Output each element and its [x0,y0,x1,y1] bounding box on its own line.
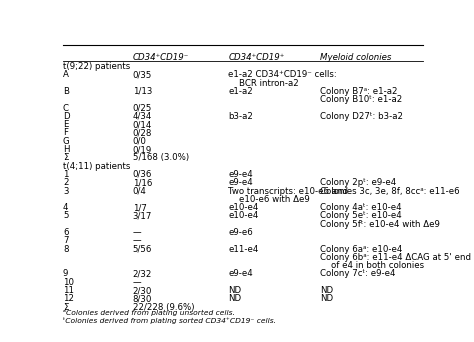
Text: C: C [63,104,69,113]
Text: 11: 11 [63,286,74,295]
Text: —: — [133,236,141,245]
Text: —: — [133,228,141,237]
Text: 9: 9 [63,269,68,278]
Text: 0/19: 0/19 [133,145,152,154]
Text: 8: 8 [63,245,68,254]
Text: 2/32: 2/32 [133,269,152,278]
Text: e1-a2: e1-a2 [228,87,253,96]
Text: Colony D27ᵗ: b3-a2: Colony D27ᵗ: b3-a2 [320,112,403,121]
Text: 2/30: 2/30 [133,286,152,295]
Text: t(4;11) patients: t(4;11) patients [63,162,130,171]
Text: Colony 5fᵗ: e10-e4 with Δe9: Colony 5fᵗ: e10-e4 with Δe9 [320,220,440,229]
Text: b3-a2: b3-a2 [228,112,253,121]
Text: Σ: Σ [63,303,68,312]
Text: e10-e4: e10-e4 [228,203,259,212]
Text: e10-e6 with Δe9: e10-e6 with Δe9 [228,195,310,204]
Text: Colony 2pᵗ: e9-e4: Colony 2pᵗ: e9-e4 [320,178,396,187]
Text: ᵃColonies derived from plating unsorted cells.: ᵃColonies derived from plating unsorted … [63,310,235,316]
Text: 4/34: 4/34 [133,112,152,121]
Text: Colony B10ᵗ: e1-a2: Colony B10ᵗ: e1-a2 [320,95,402,104]
Text: 0/35: 0/35 [133,70,152,79]
Text: F: F [63,129,68,137]
Text: ND: ND [228,286,241,295]
Text: H: H [63,145,69,154]
Text: 3: 3 [63,186,68,196]
Text: ND: ND [228,294,241,303]
Text: 10: 10 [63,278,74,287]
Text: D: D [63,112,70,121]
Text: 1/13: 1/13 [133,87,152,96]
Text: G: G [63,137,70,146]
Text: 4: 4 [63,203,68,212]
Text: e9-e6: e9-e6 [228,228,253,237]
Text: 7: 7 [63,236,68,245]
Text: Colony 6bᵃ: e11-e4 ΔCAG at 5' end: Colony 6bᵃ: e11-e4 ΔCAG at 5' end [320,253,471,262]
Text: Myeloid colonies: Myeloid colonies [320,53,392,62]
Text: Colony 6aᵃ: e10-e4: Colony 6aᵃ: e10-e4 [320,245,402,254]
Text: 0/25: 0/25 [133,104,152,113]
Text: 22/228 (9.6%): 22/228 (9.6%) [133,303,194,312]
Text: Σ: Σ [63,153,68,162]
Text: 5/56: 5/56 [133,245,152,254]
Text: 0/4: 0/4 [133,186,146,196]
Text: CD34⁺CD19⁻: CD34⁺CD19⁻ [133,53,189,62]
Text: 8/30: 8/30 [133,294,152,303]
Text: of e4 in both colonies: of e4 in both colonies [320,261,424,270]
Text: Colony B7ᵃ: e1-a2: Colony B7ᵃ: e1-a2 [320,87,398,96]
Text: e1-a2 CD34⁺CD19⁻ cells:: e1-a2 CD34⁺CD19⁻ cells: [228,70,337,79]
Text: B: B [63,87,69,96]
Text: 2: 2 [63,178,68,187]
Text: —: — [133,278,141,287]
Text: 1/7: 1/7 [133,203,146,212]
Text: 5: 5 [63,211,68,221]
Text: e9-e4: e9-e4 [228,170,253,179]
Text: 0/36: 0/36 [133,170,152,179]
Text: e9-e4: e9-e4 [228,269,253,278]
Text: 1: 1 [63,170,68,179]
Text: e10-e4: e10-e4 [228,211,259,221]
Text: E: E [63,120,68,129]
Text: 5/168 (3.0%): 5/168 (3.0%) [133,153,189,162]
Text: 1/16: 1/16 [133,178,152,187]
Text: Two transcripts: e10-e6 and: Two transcripts: e10-e6 and [228,186,348,196]
Text: Colony 5eᵗ: e10-e4: Colony 5eᵗ: e10-e4 [320,211,402,221]
Text: 12: 12 [63,294,74,303]
Text: e11-e4: e11-e4 [228,245,259,254]
Text: t(9;22) patients: t(9;22) patients [63,62,130,71]
Text: 0/28: 0/28 [133,129,152,137]
Text: 0/14: 0/14 [133,120,152,129]
Text: Colony 7cᵗ: e9-e4: Colony 7cᵗ: e9-e4 [320,269,396,278]
Text: ND: ND [320,286,333,295]
Text: Colony 4aᵗ: e10-e4: Colony 4aᵗ: e10-e4 [320,203,401,212]
Text: 3/17: 3/17 [133,211,152,221]
Text: e9-e4: e9-e4 [228,178,253,187]
Text: 0/0: 0/0 [133,137,146,146]
Text: 6: 6 [63,228,68,237]
Text: ND: ND [320,294,333,303]
Text: A: A [63,70,69,79]
Text: CD34⁺CD19⁺: CD34⁺CD19⁺ [228,53,284,62]
Text: Colonies 3c, 3e, 8f, 8ccᵃ: e11-e6: Colonies 3c, 3e, 8f, 8ccᵃ: e11-e6 [320,186,460,196]
Text: BCR intron-a2: BCR intron-a2 [228,79,299,88]
Text: ᵗColonies derived from plating sorted CD34⁺CD19⁻ cells.: ᵗColonies derived from plating sorted CD… [63,317,276,324]
